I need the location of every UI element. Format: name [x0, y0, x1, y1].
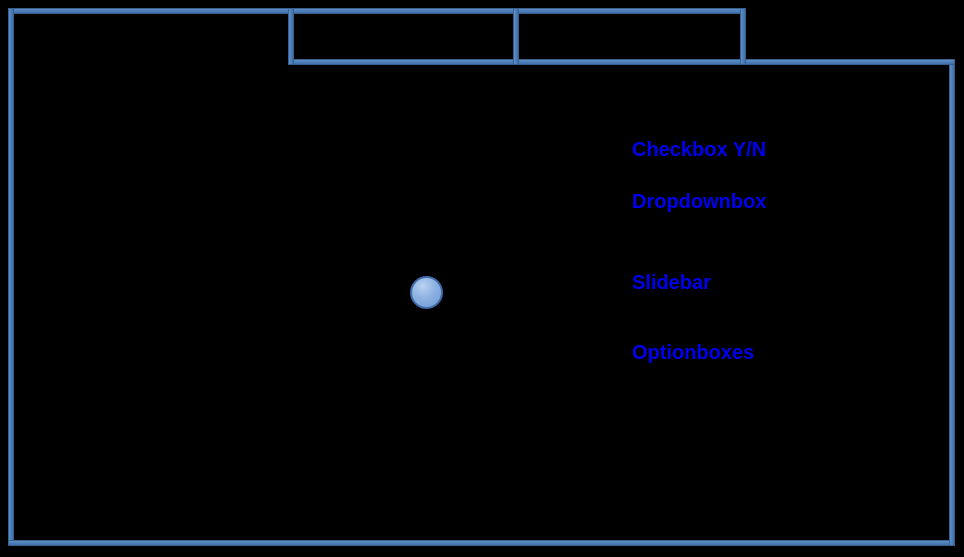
window-top-border	[8, 8, 745, 14]
tab-active[interactable]	[14, 13, 288, 59]
panel-top-border	[288, 59, 955, 65]
tab-2[interactable]	[294, 13, 513, 59]
panel-right-border	[949, 59, 955, 546]
label-checkbox: Checkbox Y/N	[632, 139, 767, 161]
label-optionboxes: Optionboxes	[632, 342, 755, 364]
tab-3[interactable]	[519, 13, 740, 59]
tab-divider-left	[288, 8, 294, 65]
label-dropdownbox: Dropdownbox	[632, 191, 767, 213]
tab-divider-middle	[513, 8, 519, 65]
window-left-border	[8, 8, 14, 546]
window-bottom-border	[8, 540, 955, 546]
tab-right-border	[740, 8, 746, 65]
label-slidebar: Slidebar	[632, 272, 711, 294]
slider-knob-circle[interactable]	[410, 276, 443, 309]
